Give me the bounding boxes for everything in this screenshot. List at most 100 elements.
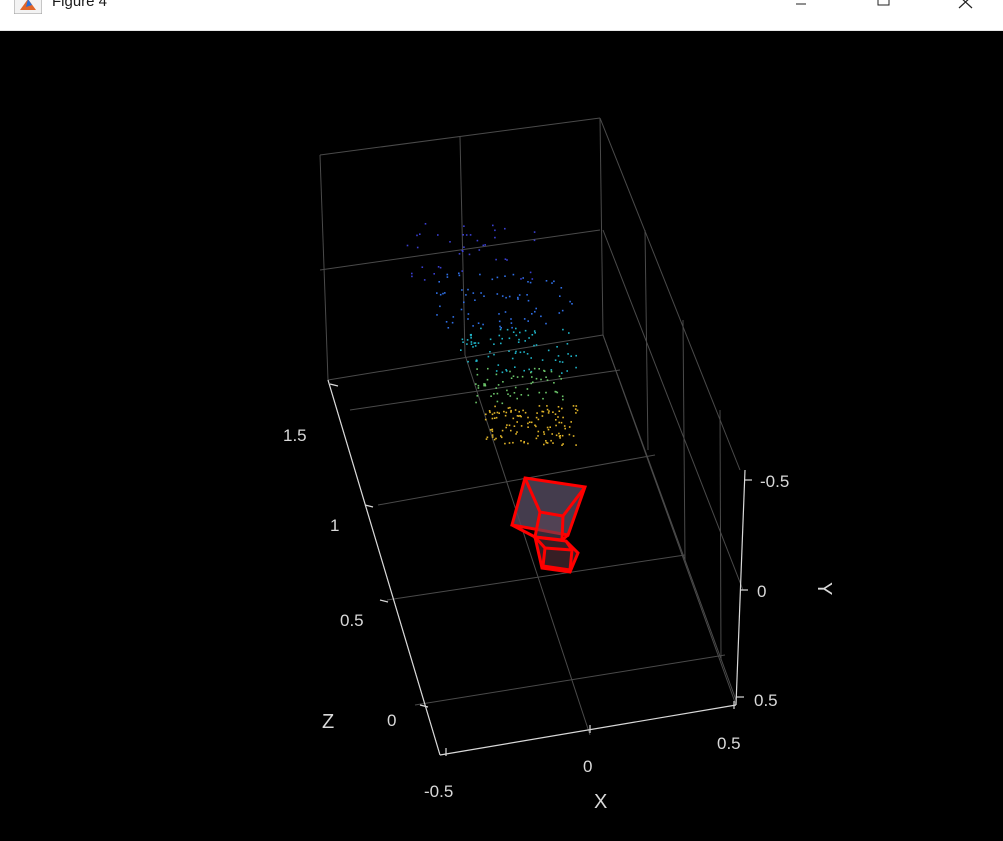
point-cloud-point (504, 227, 506, 230)
camera-frustum (510, 476, 588, 542)
point-cloud-point (493, 438, 496, 441)
point-cloud-point (493, 412, 496, 414)
x-tick-label: 0 (583, 757, 592, 776)
point-cloud-point (566, 343, 569, 345)
point-cloud-point (512, 375, 515, 377)
point-cloud-point (508, 350, 510, 352)
point-cloud-point (530, 382, 532, 385)
point-cloud-point (575, 366, 577, 369)
point-cloud-point (421, 266, 424, 268)
point-cloud-point (500, 436, 503, 439)
point-cloud-point (501, 429, 504, 432)
point-cloud-point (486, 378, 489, 381)
point-cloud-point (517, 298, 519, 300)
point-cloud-point (458, 272, 460, 275)
point-cloud-point (495, 387, 497, 389)
point-cloud-point (516, 431, 518, 433)
point-cloud-point (496, 392, 499, 395)
point-cloud-point (542, 410, 545, 413)
point-cloud-point (466, 343, 468, 345)
point-cloud-point (504, 275, 506, 277)
point-cloud-point (476, 368, 478, 370)
point-cloud-point (547, 412, 550, 414)
close-button[interactable] (942, 0, 988, 18)
point-cloud-point (568, 426, 571, 428)
point-cloud (406, 223, 579, 446)
point-cloud-point (503, 410, 505, 413)
point-cloud-point (543, 369, 545, 372)
point-cloud-point (506, 328, 509, 331)
point-cloud-point (474, 299, 476, 301)
point-cloud-point (527, 281, 529, 283)
point-cloud-point (495, 373, 498, 376)
point-cloud-point (554, 413, 557, 415)
maximize-button[interactable] (860, 0, 906, 18)
point-cloud-point (497, 364, 500, 366)
point-cloud-point (496, 293, 499, 295)
point-cloud-point (562, 443, 564, 445)
point-cloud-point (490, 395, 492, 397)
point-cloud-point (462, 234, 464, 236)
point-cloud-point (545, 322, 547, 325)
point-cloud-point (437, 266, 440, 268)
point-cloud-point (499, 328, 502, 331)
point-cloud-point (560, 287, 563, 289)
point-cloud-point (485, 413, 487, 416)
point-cloud-point (439, 266, 442, 269)
camera-frustum (533, 535, 580, 574)
point-cloud-point (540, 378, 542, 381)
point-cloud-point (523, 351, 525, 353)
point-cloud-point (560, 421, 563, 424)
point-cloud-point (535, 437, 538, 440)
point-cloud-point (510, 429, 512, 432)
point-cloud-point (570, 355, 572, 357)
point-cloud-point (513, 425, 516, 427)
point-cloud-point (569, 300, 571, 303)
point-cloud-point (478, 249, 481, 251)
point-cloud-point (528, 368, 530, 371)
point-cloud-point (555, 434, 558, 437)
point-cloud-point (574, 408, 577, 410)
point-cloud-point (517, 415, 520, 417)
point-cloud-point (506, 259, 508, 261)
point-cloud-point (508, 295, 511, 298)
point-cloud-point (491, 428, 494, 431)
point-cloud-point (461, 289, 463, 291)
point-cloud-point (467, 313, 470, 315)
point-cloud-point (529, 271, 532, 274)
point-cloud-point (465, 234, 468, 236)
point-cloud-point (550, 439, 552, 442)
point-cloud-point (519, 331, 521, 334)
point-cloud-point (501, 295, 504, 297)
point-cloud-point (516, 376, 519, 378)
point-cloud-point (467, 360, 469, 363)
point-cloud-point (424, 223, 427, 225)
point-cloud-point (552, 442, 554, 444)
3d-plot[interactable]: 1.5 1 0.5 0 -0.5 0 0.5 -0.5 0 0.5 Z X Y (0, 31, 1003, 841)
point-cloud-point (494, 229, 496, 232)
point-cloud-point (531, 313, 533, 315)
point-cloud-point (437, 234, 439, 236)
point-cloud-point (535, 344, 538, 346)
point-cloud-point (561, 407, 563, 410)
point-cloud-point (556, 346, 558, 348)
point-cloud-point (470, 341, 473, 343)
point-cloud-point (530, 357, 532, 359)
point-cloud-point (449, 241, 451, 243)
point-cloud-point (423, 279, 426, 281)
point-cloud-point (511, 357, 514, 360)
point-cloud-point (554, 359, 557, 361)
y-axis-label: Y (813, 582, 835, 595)
minimize-button[interactable] (778, 0, 824, 18)
point-cloud-point (498, 412, 500, 414)
z-tick-label: 0 (387, 711, 396, 730)
point-cloud-point (506, 389, 508, 392)
point-cloud-point (541, 410, 543, 413)
x-tick-label: 0.5 (717, 734, 741, 753)
point-cloud-point (512, 273, 515, 276)
figure-canvas[interactable]: 1.5 1 0.5 0 -0.5 0 0.5 -0.5 0 0.5 Z X Y (0, 31, 1003, 841)
point-cloud-point (557, 406, 560, 408)
x-tick-label: -0.5 (424, 782, 453, 801)
point-cloud-point (498, 313, 500, 315)
y-tick-label: -0.5 (760, 472, 789, 491)
